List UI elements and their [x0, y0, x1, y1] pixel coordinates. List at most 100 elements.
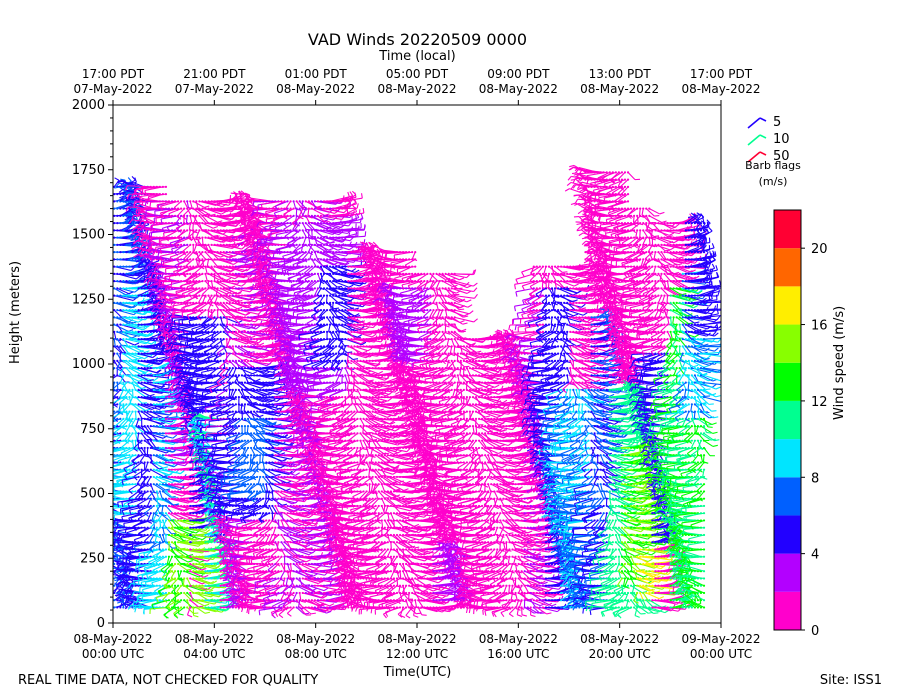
barb-point	[122, 309, 124, 311]
barb-point	[125, 237, 127, 239]
barb-point	[134, 316, 136, 318]
barb-flag	[104, 403, 107, 407]
barb-point	[125, 331, 127, 333]
barb-point	[125, 403, 127, 405]
barb-point	[128, 244, 130, 246]
barb-flag	[103, 438, 105, 442]
barb-point	[122, 266, 124, 268]
barb-flag	[105, 424, 108, 428]
barb-point	[116, 345, 118, 347]
barb-point	[128, 309, 130, 311]
barb-point	[137, 476, 139, 478]
wind-barb	[93, 474, 116, 478]
barb-flag	[102, 515, 106, 517]
wind-barb	[90, 446, 116, 450]
barb-point	[122, 222, 124, 224]
barb-flag	[120, 179, 125, 180]
barb-flag	[94, 468, 97, 472]
barb-point	[122, 215, 124, 217]
barb-point	[131, 432, 133, 434]
barb-flag	[102, 408, 103, 413]
barb-point	[125, 360, 127, 362]
barb-point	[119, 237, 121, 239]
barb-point	[119, 258, 121, 260]
barb-flag	[99, 514, 104, 515]
barb-flag	[94, 459, 97, 463]
barb-point	[128, 273, 130, 275]
barb-point	[125, 425, 127, 427]
barb-flag	[98, 455, 99, 460]
barb-point	[122, 338, 124, 340]
barb-shaft	[96, 474, 114, 477]
barb-flag	[99, 442, 100, 447]
barb-point	[116, 316, 118, 318]
barb-flag	[101, 529, 106, 531]
barb-point	[128, 469, 130, 471]
barb-point	[119, 280, 121, 282]
barb-point	[119, 266, 121, 268]
barb-point	[137, 469, 139, 471]
barb-flag	[105, 559, 110, 561]
barb-point	[116, 266, 118, 268]
barb-flag	[103, 510, 107, 514]
barb-point	[119, 316, 121, 318]
barb-point	[128, 374, 130, 376]
barb-point	[137, 396, 139, 398]
barb-point	[131, 316, 133, 318]
barb-flag	[100, 507, 101, 512]
barb-flag	[148, 365, 152, 367]
barb-point	[116, 302, 118, 304]
barb-flag	[104, 472, 105, 477]
barb-flag	[109, 539, 112, 543]
barb-point	[134, 389, 136, 391]
barb-point	[128, 432, 130, 434]
barb-flag	[107, 520, 108, 525]
barb-point	[125, 316, 127, 318]
barb-point	[128, 287, 130, 289]
barb-point	[122, 258, 124, 260]
barb-point	[116, 353, 118, 355]
barb-point	[116, 331, 118, 333]
barb-point	[122, 345, 124, 347]
barb-point	[119, 229, 121, 231]
wind-barb	[102, 403, 119, 412]
barb-point	[131, 287, 133, 289]
barb-flag	[102, 409, 105, 413]
barb-point	[128, 302, 130, 304]
barb-point	[134, 432, 136, 434]
barb-point	[122, 382, 124, 384]
barb-point	[116, 606, 118, 608]
barb-flag	[99, 470, 100, 475]
barb-point	[125, 222, 127, 224]
barb-point	[119, 273, 121, 275]
barb-point	[122, 353, 124, 355]
barb-point	[134, 302, 136, 304]
barb-point	[128, 338, 130, 340]
barb-point	[128, 324, 130, 326]
barb-point	[119, 367, 121, 369]
barb-point	[119, 193, 121, 195]
barb-point	[128, 251, 130, 253]
barb-flag	[94, 476, 96, 481]
barb-flag	[101, 438, 103, 443]
barb-point	[128, 295, 130, 297]
barb-point	[116, 237, 118, 239]
barb-point	[119, 251, 121, 253]
barb-point	[125, 244, 127, 246]
barb-flag	[110, 446, 113, 450]
barb-point	[128, 280, 130, 282]
barb-point	[116, 324, 118, 326]
barb-point	[134, 403, 136, 405]
barb-point	[116, 273, 118, 275]
barb-flag	[97, 506, 102, 508]
barb-flag	[110, 468, 112, 472]
barb-shaft	[95, 459, 114, 463]
barb-flag	[109, 443, 110, 448]
barb-point	[125, 251, 127, 253]
barb-point	[119, 324, 121, 326]
barb-point	[119, 418, 121, 420]
barb-flag	[99, 514, 104, 516]
barb-point	[131, 360, 133, 362]
barb-point	[125, 258, 127, 260]
barb-point	[125, 324, 127, 326]
